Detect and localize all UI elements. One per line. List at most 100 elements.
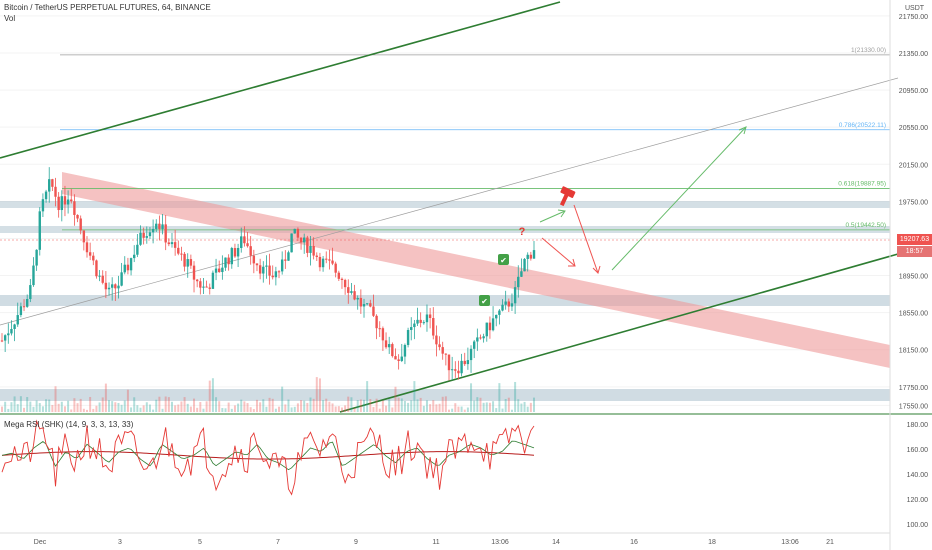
time-tick-label: 9 bbox=[354, 539, 358, 546]
price-tick-label: 17750.00 bbox=[899, 385, 928, 392]
rsi-axis[interactable]: 180.00 160.00 140.00 120.00 100.00 bbox=[907, 422, 929, 529]
candle-body bbox=[13, 324, 16, 329]
candle-body bbox=[274, 271, 278, 278]
volume-bar bbox=[224, 408, 227, 412]
arrow-up-2 bbox=[611, 126, 747, 271]
volume-bar bbox=[416, 399, 419, 412]
volume-bar bbox=[274, 408, 277, 412]
volume-bar bbox=[180, 401, 183, 412]
candle-body bbox=[63, 196, 67, 205]
candle-body bbox=[148, 232, 152, 237]
volume-bar bbox=[51, 404, 54, 412]
time-tick-label: 13:06 bbox=[781, 539, 799, 546]
volume-bar bbox=[7, 408, 10, 412]
volume-bar bbox=[205, 401, 208, 412]
volume-bar bbox=[350, 397, 353, 412]
candle-body bbox=[284, 259, 287, 261]
candle-body bbox=[199, 281, 202, 288]
candle-body bbox=[195, 279, 199, 282]
volume-bar bbox=[514, 381, 517, 412]
candle-body bbox=[375, 315, 378, 329]
candle-body bbox=[356, 297, 359, 300]
volume-bar bbox=[425, 400, 428, 412]
candle-body bbox=[126, 264, 130, 271]
volume-bar bbox=[259, 402, 262, 412]
candle-body bbox=[123, 264, 126, 273]
volume-bar bbox=[400, 398, 403, 412]
candle-body bbox=[362, 304, 366, 307]
candle-body bbox=[387, 344, 391, 348]
candle-body bbox=[110, 284, 114, 288]
fib-label: 0.5(19442.50) bbox=[846, 222, 886, 229]
price-tick-label: 17550.00 bbox=[899, 403, 928, 410]
volume-bar bbox=[199, 402, 202, 412]
candle-body bbox=[432, 318, 435, 336]
volume-bar bbox=[23, 407, 26, 412]
volume-bar bbox=[523, 401, 526, 412]
volume-bar bbox=[255, 399, 258, 412]
candle-body bbox=[457, 370, 460, 374]
volume-bar bbox=[432, 400, 435, 412]
candle-body bbox=[79, 218, 82, 231]
candle-body bbox=[315, 255, 318, 257]
candle-body bbox=[101, 275, 104, 283]
volume-bar bbox=[158, 396, 161, 412]
time-axis[interactable]: Dec 3 5 7 9 11 13:06 14 16 18 13:06 21 bbox=[34, 539, 834, 546]
candle-body bbox=[54, 186, 57, 197]
price-tick-label: 18950.00 bbox=[899, 274, 928, 281]
candle-body bbox=[0, 340, 4, 342]
fib-label: 1(21330.00) bbox=[851, 47, 886, 54]
candle-body bbox=[406, 329, 410, 345]
volume-bar bbox=[422, 405, 425, 412]
price-tick-label: 21350.00 bbox=[899, 51, 928, 58]
candle-body bbox=[104, 282, 108, 290]
volume-bar bbox=[507, 397, 510, 412]
candle-body bbox=[145, 236, 149, 238]
candle-body bbox=[60, 196, 64, 211]
candle-body bbox=[372, 306, 375, 316]
candle-body bbox=[32, 265, 35, 286]
candle-body bbox=[158, 223, 161, 229]
volume-bar bbox=[529, 402, 532, 412]
candle-body bbox=[466, 360, 470, 365]
candle-body bbox=[504, 301, 507, 305]
volume-bar bbox=[381, 400, 384, 412]
volume-bar bbox=[435, 404, 438, 412]
volume-bar bbox=[413, 381, 416, 412]
candle-body bbox=[328, 259, 331, 261]
volume-bar bbox=[41, 406, 44, 412]
volume-bar bbox=[189, 406, 192, 412]
candle-body bbox=[3, 335, 7, 341]
volume-bar bbox=[451, 408, 454, 412]
candle-body bbox=[523, 258, 526, 272]
volume-bar bbox=[252, 409, 255, 412]
candle-body bbox=[495, 314, 498, 319]
candle-body bbox=[517, 276, 520, 288]
volume-bar bbox=[356, 400, 359, 412]
volume-bar bbox=[492, 401, 495, 412]
candle-body bbox=[177, 247, 180, 254]
volume-bar bbox=[104, 383, 107, 412]
check-badge-1: ✔ bbox=[498, 254, 509, 265]
candle-body bbox=[92, 255, 95, 261]
candle-body bbox=[227, 257, 230, 265]
candle-body bbox=[151, 228, 155, 233]
candle-body bbox=[454, 369, 457, 371]
bottom-zone bbox=[0, 389, 890, 401]
candle-body bbox=[422, 322, 426, 324]
volume-bar bbox=[300, 400, 303, 412]
time-tick-label: Dec bbox=[34, 539, 47, 546]
volume-bar bbox=[48, 399, 51, 412]
volume-bar bbox=[501, 408, 504, 412]
candle-body bbox=[532, 250, 536, 259]
volume-bar bbox=[394, 386, 397, 412]
candle-body bbox=[419, 319, 422, 323]
candle-body bbox=[296, 228, 300, 238]
descending-channel-band bbox=[62, 172, 890, 368]
candle-body bbox=[287, 252, 290, 261]
volume-bar bbox=[76, 403, 79, 412]
candle-body bbox=[312, 246, 315, 256]
volume-bar bbox=[334, 406, 337, 412]
rsi-indicator-label: Mega RSI (SHK) (14, 9, 3, 3, 13, 33) bbox=[4, 420, 134, 429]
